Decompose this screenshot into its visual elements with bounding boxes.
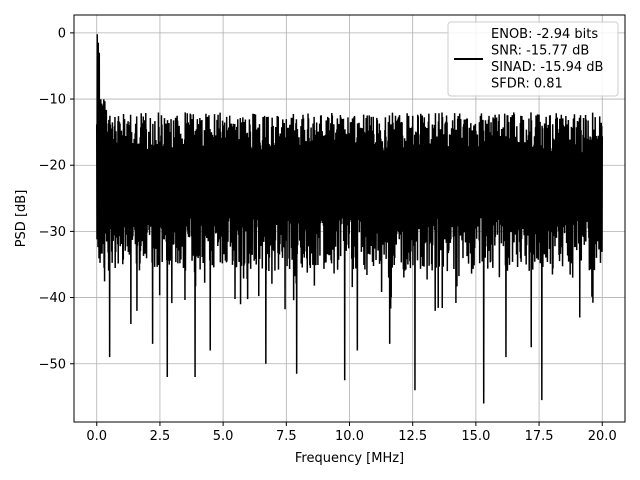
x-tick-label: 15.0 [461, 429, 490, 444]
x-tick-label: 5.0 [213, 429, 234, 444]
x-tick-label: 12.5 [398, 429, 427, 444]
legend: ENOB: -2.94 bits SNR: -15.77 dB SINAD: -… [447, 21, 619, 97]
y-tick-label: −20 [39, 159, 66, 174]
psd-line [96, 34, 603, 404]
legend-sinad: SINAD: -15.94 dB [491, 60, 603, 75]
y-tick-label: −10 [39, 93, 66, 108]
x-tick-label: 0.0 [86, 429, 107, 444]
y-tick-label: 0 [58, 26, 66, 41]
psd-series [96, 34, 603, 404]
x-tick-label: 10.0 [335, 429, 364, 444]
x-tick-label: 20.0 [588, 429, 617, 444]
legend-box [447, 21, 619, 97]
y-tick-label: −50 [39, 357, 66, 372]
legend-sfdr: SFDR: 0.81 [491, 77, 563, 92]
legend-enob: ENOB: -2.94 bits [491, 27, 598, 42]
x-axis-label: Frequency [MHz] [295, 451, 404, 466]
legend-snr: SNR: -15.77 dB [491, 44, 589, 59]
y-tick-label: −30 [39, 225, 66, 240]
y-tick-label: −40 [39, 291, 66, 306]
x-axis-ticks: 0.0 2.5 5.0 7.5 10.0 12.5 15.0 17.5 20.0 [86, 422, 617, 444]
y-axis-label: PSD [dB] [14, 190, 29, 248]
y-axis-ticks: 0 −10 −20 −30 −40 −50 [39, 26, 74, 372]
x-tick-label: 2.5 [150, 429, 171, 444]
x-tick-label: 17.5 [525, 429, 554, 444]
x-tick-label: 7.5 [276, 429, 297, 444]
